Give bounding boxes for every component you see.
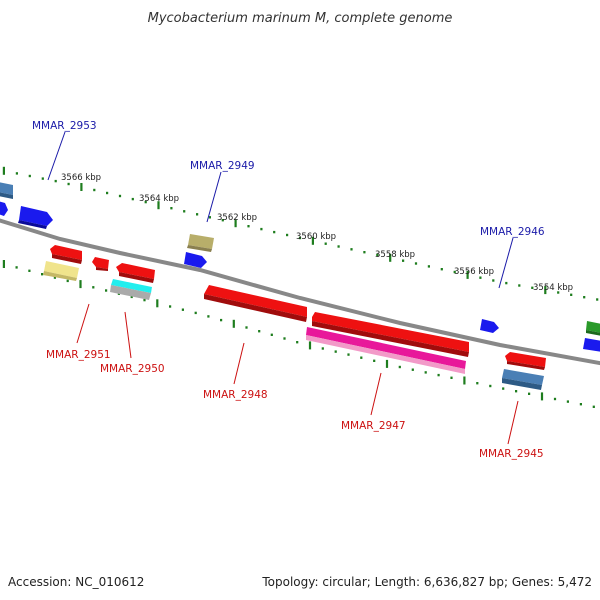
- gene-feature-blue-edge-right[interactable]: [583, 338, 600, 352]
- gene-feature-mmar2951-red[interactable]: [50, 245, 82, 264]
- gene-label-mmar2949[interactable]: MMAR_2949: [190, 160, 255, 172]
- gene-feature-mmar2945-red[interactable]: [505, 352, 546, 370]
- gene-feature-mmar2949[interactable]: [187, 234, 214, 252]
- gene-feature-mmar2946[interactable]: [480, 319, 499, 333]
- genome-summary-text: Topology: circular; Length: 6,636,827 bp…: [261, 575, 592, 589]
- leader-line-mmar2950: [124, 311, 132, 359]
- gene-feature-mmar2953[interactable]: [18, 206, 53, 229]
- leader-line-mmar2947: [370, 372, 382, 416]
- leader-line-mmar2948: [233, 342, 245, 385]
- tick-ring-inner: [2, 260, 595, 408]
- scale-label-3566: 3566 kbp: [61, 173, 101, 183]
- scale-label-3554: 3554 kbp: [533, 283, 573, 293]
- scale-label-3558: 3558 kbp: [375, 250, 415, 260]
- gene-label-mmar2947[interactable]: MMAR_2947: [341, 420, 406, 432]
- gene-label-mmar2945[interactable]: MMAR_2945: [479, 448, 544, 460]
- scale-label-3564: 3564 kbp: [139, 194, 179, 204]
- leader-line-mmar2946: [498, 237, 514, 289]
- gene-feature-mmar2945-steelblue[interactable]: [502, 369, 544, 390]
- leader-line-mmar2951: [76, 303, 90, 344]
- gene-label-mmar2948[interactable]: MMAR_2948: [203, 389, 268, 401]
- gene-feature-mmar2947-red[interactable]: [312, 312, 469, 357]
- scale-label-3556: 3556 kbp: [454, 267, 494, 277]
- gene-feature-green-edge[interactable]: [586, 321, 600, 336]
- leader-line-mmar2953: [47, 131, 66, 181]
- gene-label-mmar2950[interactable]: MMAR_2950: [100, 363, 165, 375]
- gene-feature-small-red[interactable]: [92, 257, 109, 271]
- tick-ring-outer: [2, 166, 599, 301]
- gene-feature-mmar2947-pink[interactable]: [306, 327, 466, 374]
- genome-title: Mycobacterium marinum M, complete genome: [148, 11, 453, 26]
- leader-line-mmar2945: [507, 400, 519, 445]
- gene-feature-blue-edge[interactable]: [0, 201, 8, 216]
- gene-label-mmar2951[interactable]: MMAR_2951: [46, 349, 111, 361]
- genome-backbone: [0, 218, 600, 366]
- scale-label-3562: 3562 kbp: [217, 213, 257, 223]
- gene-label-mmar2946[interactable]: MMAR_2946: [480, 226, 545, 238]
- gene-feature-mmar2951-yellow[interactable]: [43, 261, 79, 281]
- scale-label-3560: 3560 kbp: [296, 232, 336, 242]
- gene-feature-mmar2950-cyan[interactable]: [110, 279, 152, 300]
- gene-feature-steelblue-edge[interactable]: [0, 182, 13, 199]
- gene-feature-blue-2949b[interactable]: [184, 252, 207, 268]
- leader-line-mmar2949: [206, 171, 222, 223]
- accession-text: Accession: NC_010612: [8, 575, 144, 589]
- gene-feature-mmar2948[interactable]: [204, 285, 307, 322]
- gene-feature-mmar2950-red[interactable]: [116, 263, 155, 283]
- gene-label-mmar2953[interactable]: MMAR_2953: [32, 120, 97, 132]
